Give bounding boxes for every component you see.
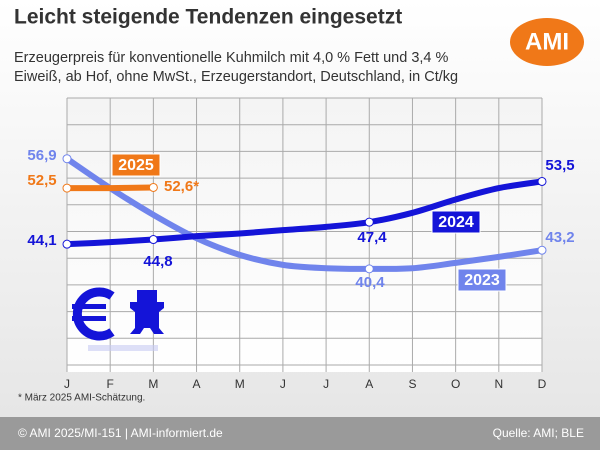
point-marker [364, 264, 374, 274]
x-tick-label: A [365, 377, 373, 391]
line-series [64, 155, 545, 272]
series-name-box [431, 210, 481, 234]
data-label: 52,5 [27, 172, 56, 189]
point-marker [537, 176, 547, 186]
logo-text: AMI [525, 28, 569, 55]
x-tick-label: M [235, 377, 245, 391]
x-tick-label: F [107, 377, 114, 391]
x-tick-label: O [451, 377, 460, 391]
point-marker [148, 235, 158, 245]
data-label: 53,5 [545, 157, 574, 174]
data-label: 44,8 [143, 253, 172, 270]
x-tick-label: D [538, 377, 547, 391]
x-tick-label: A [193, 377, 201, 391]
series-name: 2025 [118, 157, 154, 174]
x-tick-label: J [280, 377, 286, 391]
data-label: 56,9 [27, 147, 56, 164]
x-tick-label: J [64, 377, 70, 391]
line-series [64, 184, 157, 192]
data-label: 40,4 [355, 274, 385, 291]
point-marker [148, 182, 158, 192]
series-name: 2024 [438, 214, 474, 231]
subtitle: Eiweiß, ab Hof, ohne MwSt., Erzeugerstan… [14, 69, 458, 85]
series-name: 2023 [464, 272, 500, 289]
point-marker [364, 217, 374, 227]
icon [72, 287, 164, 351]
point-marker [62, 239, 72, 249]
logo [510, 18, 584, 66]
point-marker [62, 183, 72, 193]
footer-right: Quelle: AMI; BLE [493, 426, 584, 440]
subtitle: Erzeugerpreis für konventionelle Kuhmilc… [14, 50, 449, 66]
footer-bar [0, 417, 600, 450]
series-name-box [111, 153, 161, 177]
data-label: 44,1 [27, 232, 56, 249]
x-tick-label: J [323, 377, 329, 391]
x-tick-label: S [408, 377, 416, 391]
data-label: 47,4 [357, 229, 387, 246]
footnote: * März 2025 AMI-Schätzung. [18, 393, 145, 404]
x-tick-label: N [494, 377, 503, 391]
point-marker [537, 245, 547, 255]
data-label: 43,2 [545, 229, 574, 246]
x-tick-label: M [148, 377, 158, 391]
point-marker [62, 154, 72, 164]
footer-left: © AMI 2025/MI-151 | AMI-informiert.de [18, 426, 223, 440]
data-label: 52,6* [164, 178, 199, 195]
series-name-box [457, 268, 507, 292]
chart-title: Leicht steigende Tendenzen eingesetzt [14, 6, 402, 29]
